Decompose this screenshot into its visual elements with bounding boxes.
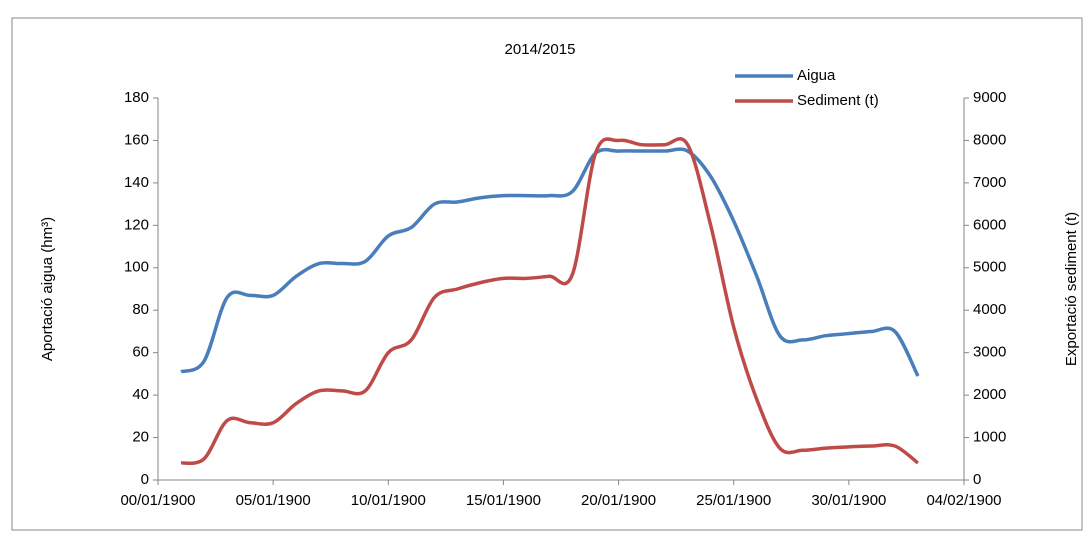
chart-frame xyxy=(11,17,1083,531)
y2-tick-label: 8000 xyxy=(973,131,1006,148)
y-tick-label: 140 xyxy=(124,174,149,191)
y2-tick-label: 2000 xyxy=(973,386,1006,403)
x-tick-label: 20/01/1900 xyxy=(581,492,656,509)
y-tick-label: 20 xyxy=(132,429,149,446)
y-tick-label: 40 xyxy=(132,386,149,403)
y2-tick-label: 6000 xyxy=(973,216,1006,233)
y2-tick-label: 5000 xyxy=(973,259,1006,276)
legend-label: Aigua xyxy=(797,67,836,84)
y2-tick-label: 9000 xyxy=(973,89,1006,106)
series-line xyxy=(180,147,920,377)
x-tick-label: 15/01/1900 xyxy=(466,492,541,509)
x-tick-label: 05/01/1900 xyxy=(236,492,311,509)
x-tick-label: 25/01/1900 xyxy=(696,492,771,509)
x-tick-label: 04/02/1900 xyxy=(926,492,1001,509)
y2-tick-label: 7000 xyxy=(973,174,1006,191)
legend-label: Sediment (t) xyxy=(797,92,879,109)
y-tick-label: 60 xyxy=(132,344,149,361)
series-line xyxy=(180,137,920,466)
y-tick-label: 120 xyxy=(124,216,149,233)
y2-tick-label: 0 xyxy=(973,471,981,488)
x-tick-label: 30/01/1900 xyxy=(811,492,886,509)
x-tick-label: 00/01/1900 xyxy=(120,492,195,509)
y-tick-label: 80 xyxy=(132,301,149,318)
y-tick-label: 0 xyxy=(141,471,149,488)
y2-tick-label: 3000 xyxy=(973,344,1006,361)
y-tick-label: 180 xyxy=(124,89,149,106)
chart-title: 2014/2015 xyxy=(505,41,576,58)
y2-tick-label: 1000 xyxy=(973,429,1006,446)
y-tick-label: 100 xyxy=(124,259,149,276)
y-axis-label: Aportació aigua (hm³) xyxy=(39,217,56,361)
y2-tick-label: 4000 xyxy=(973,301,1006,318)
y-tick-label: 160 xyxy=(124,131,149,148)
x-tick-label: 10/01/1900 xyxy=(351,492,426,509)
y2-axis-label: Exportació sediment (t) xyxy=(1063,212,1080,366)
